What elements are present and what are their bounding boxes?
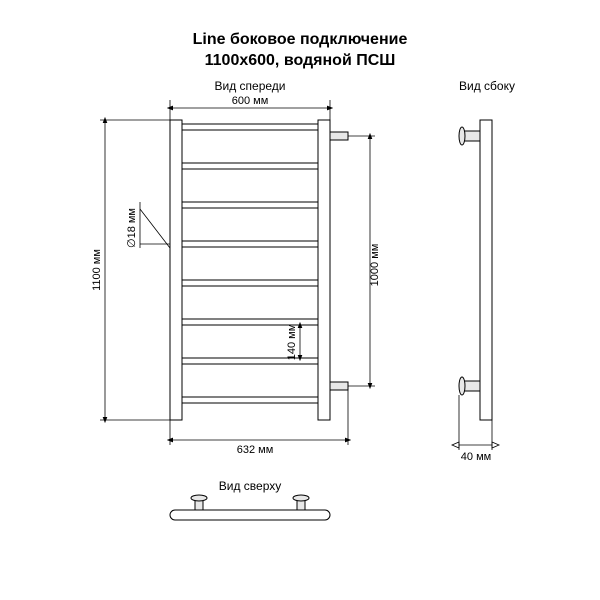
front-rung	[182, 280, 318, 286]
dim-height-left: 1100 мм	[91, 249, 103, 291]
side-flange-cap-bottom	[459, 377, 465, 395]
side-flange-cap-top	[459, 127, 465, 145]
label-top-view: Вид сверху	[219, 479, 282, 493]
top-mount-cap-left	[191, 495, 207, 501]
front-rung	[182, 124, 318, 130]
dim-tube-diameter: ∅18 мм	[126, 208, 138, 248]
front-rail-right	[318, 120, 330, 420]
dim-width-top: 600 мм	[232, 95, 269, 107]
front-rail-left	[170, 120, 182, 420]
front-rung	[182, 241, 318, 247]
technical-drawing: Вид спереди 600 мм 1100 мм ∅18 мм 140 мм…	[0, 0, 600, 600]
front-connector-top	[330, 132, 348, 140]
top-bar	[170, 510, 330, 520]
side-rail	[480, 120, 492, 420]
dim-side-height: 1000 мм	[369, 244, 381, 287]
top-mount-cap-right	[293, 495, 309, 501]
label-front-view: Вид спереди	[214, 79, 285, 93]
dim-side-depth: 40 мм	[461, 451, 491, 463]
dim-rung-spacing: 140 мм	[286, 324, 298, 361]
front-rung	[182, 397, 318, 403]
front-rung	[182, 202, 318, 208]
dim-width-bottom: 632 мм	[237, 444, 274, 456]
front-connector-bottom	[330, 382, 348, 390]
label-side-view: Вид сбоку	[459, 79, 515, 93]
front-rung	[182, 163, 318, 169]
